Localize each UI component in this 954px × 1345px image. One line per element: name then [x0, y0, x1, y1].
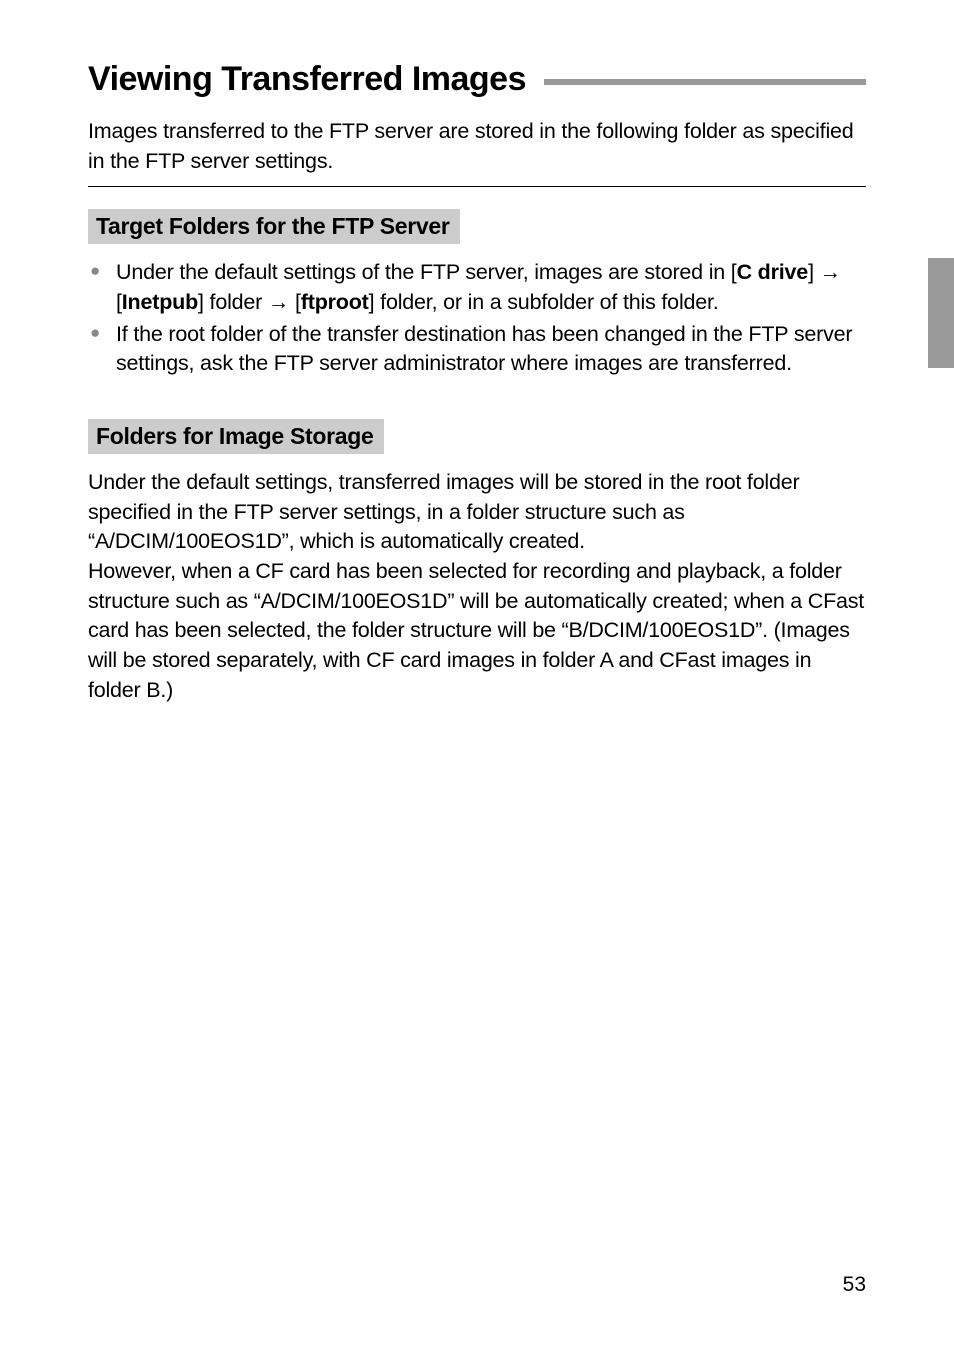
bold-text: ftproot	[301, 290, 369, 314]
page-content: Viewing Transferred Images Images transf…	[0, 0, 954, 765]
title-rule	[544, 79, 866, 85]
text-fragment: Under the default settings of the FTP se…	[116, 260, 737, 284]
bold-text: Inetpub	[122, 290, 198, 314]
section-heading: Target Folders for the FTP Server	[88, 209, 460, 244]
body-paragraph: Under the default settings, transferred …	[88, 468, 866, 557]
page-number: 53	[843, 1273, 866, 1297]
divider	[88, 186, 866, 187]
bold-text: C drive	[737, 260, 809, 284]
text-fragment: ] folder, or in a subfolder of this fold…	[369, 290, 719, 314]
list-item: Under the default settings of the FTP se…	[88, 258, 866, 317]
list-item: If the root folder of the transfer desti…	[88, 320, 866, 379]
section-folders-storage: Folders for Image Storage Under the defa…	[88, 419, 866, 705]
side-tab-marker	[928, 258, 954, 368]
title-row: Viewing Transferred Images	[88, 60, 866, 99]
intro-paragraph: Images transferred to the FTP server are…	[88, 117, 866, 176]
text-fragment: ] folder	[198, 290, 268, 314]
bullet-list: Under the default settings of the FTP se…	[88, 258, 866, 379]
page-title: Viewing Transferred Images	[88, 60, 526, 99]
section-heading: Folders for Image Storage	[88, 419, 384, 454]
arrow-icon: →	[268, 290, 289, 314]
arrow-icon: →	[820, 260, 841, 284]
text-fragment: ]	[808, 260, 820, 284]
body-paragraph: However, when a CF card has been selecte…	[88, 557, 866, 705]
text-fragment: [	[289, 290, 301, 314]
section-target-folders: Target Folders for the FTP Server Under …	[88, 209, 866, 379]
